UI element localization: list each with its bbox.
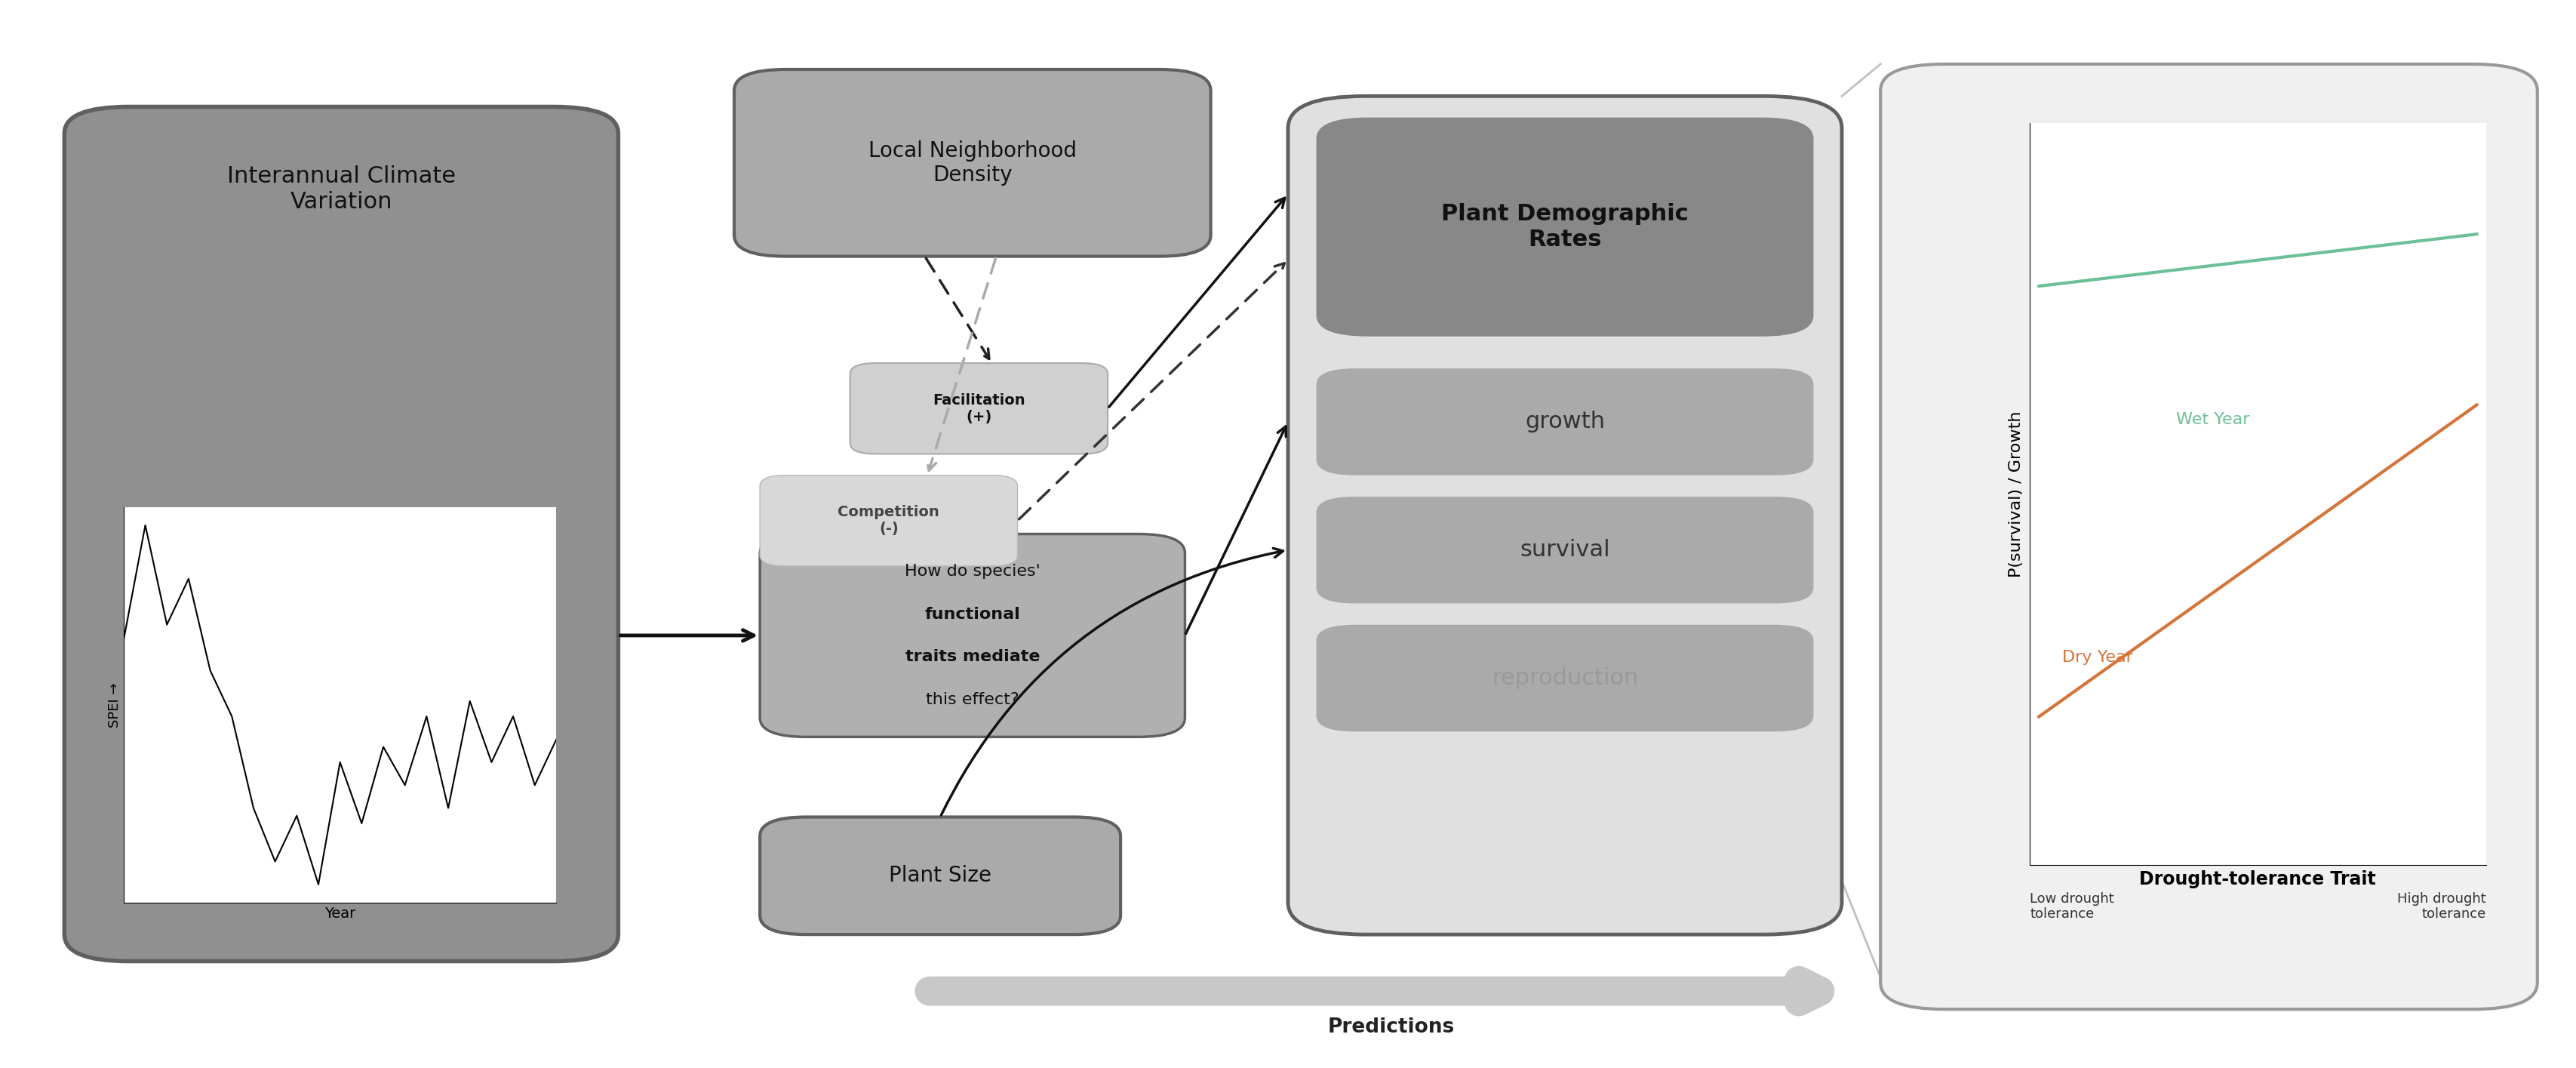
Text: Plant Size: Plant Size [889, 865, 992, 886]
Text: Competition
(-): Competition (-) [837, 505, 940, 536]
FancyBboxPatch shape [734, 69, 1211, 256]
FancyBboxPatch shape [1288, 96, 1842, 934]
Text: Low drought
tolerance: Low drought tolerance [2030, 892, 2115, 921]
Text: Local Neighborhood
Density: Local Neighborhood Density [868, 140, 1077, 186]
FancyBboxPatch shape [760, 817, 1121, 934]
FancyBboxPatch shape [760, 534, 1185, 737]
X-axis label: Year: Year [325, 907, 355, 921]
Text: High drought
tolerance: High drought tolerance [2398, 892, 2486, 921]
Text: Interannual Climate
Variation: Interannual Climate Variation [227, 166, 456, 213]
Text: growth: growth [1525, 411, 1605, 433]
Text: reproduction: reproduction [1492, 668, 1638, 689]
Text: Plant Demographic
Rates: Plant Demographic Rates [1440, 203, 1690, 251]
Text: Predictions: Predictions [1327, 1018, 1455, 1037]
FancyBboxPatch shape [1316, 368, 1814, 475]
Text: survival: survival [1520, 539, 1610, 561]
Text: functional: functional [925, 607, 1020, 622]
FancyBboxPatch shape [1316, 625, 1814, 732]
Y-axis label: SPEI →: SPEI → [108, 682, 121, 727]
Y-axis label: P(survival) / Growth: P(survival) / Growth [2009, 411, 2025, 577]
Text: How do species': How do species' [904, 564, 1041, 579]
FancyBboxPatch shape [64, 107, 618, 961]
Text: Wet Year: Wet Year [2177, 412, 2249, 427]
FancyBboxPatch shape [850, 363, 1108, 454]
Text: traits mediate: traits mediate [904, 649, 1041, 664]
Text: this effect?: this effect? [925, 692, 1020, 707]
X-axis label: Drought-tolerance Trait: Drought-tolerance Trait [2141, 870, 2375, 889]
FancyBboxPatch shape [1880, 64, 2537, 1009]
FancyBboxPatch shape [1316, 497, 1814, 603]
FancyBboxPatch shape [760, 475, 1018, 566]
Text: Facilitation
(+): Facilitation (+) [933, 393, 1025, 424]
Text: Dry Year: Dry Year [2061, 649, 2133, 664]
FancyBboxPatch shape [1316, 117, 1814, 336]
